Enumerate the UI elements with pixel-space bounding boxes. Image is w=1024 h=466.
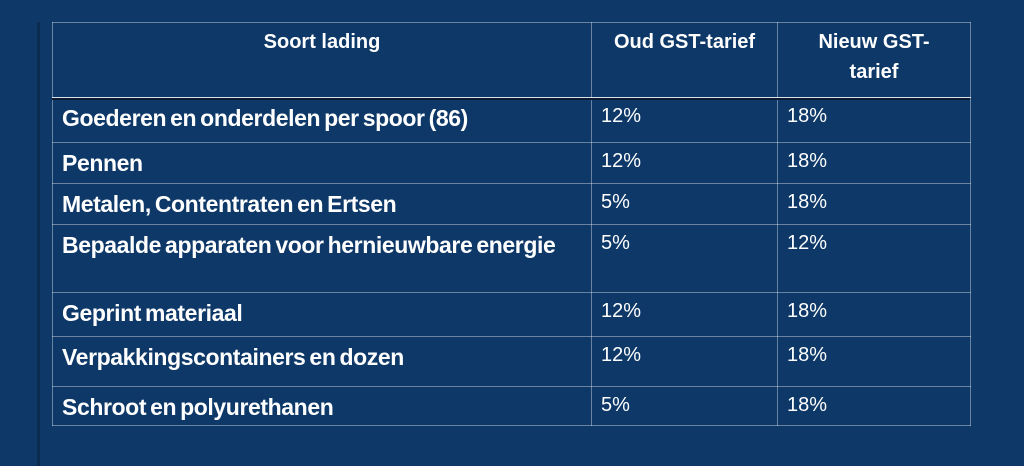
- cell-soort-lading: Bepaalde apparaten voor hernieuwbare ene…: [52, 224, 592, 293]
- category-label: Metalen, Contentraten en Ertsen: [62, 191, 397, 217]
- table-row: Bepaalde apparaten voor hernieuwbare ene…: [52, 224, 971, 293]
- category-label: Verpakkingscontainers en dozen: [62, 344, 404, 370]
- cell-oud-tarief: 12%: [591, 97, 778, 143]
- column-header-label: Nieuw GST-tarief: [818, 31, 930, 83]
- cell-soort-lading: Schroot en polyurethanen: [52, 386, 592, 426]
- cell-oud-tarief: 12%: [591, 336, 778, 387]
- gst-rates-table: Soort lading Oud GST-tarief Nieuw GST-ta…: [52, 22, 971, 426]
- cell-nieuw-tarief: 18%: [777, 97, 971, 143]
- cell-soort-lading: Metalen, Contentraten en Ertsen: [52, 183, 592, 225]
- left-accent-line: [37, 22, 40, 466]
- cell-soort-lading: Geprint materiaal: [52, 292, 592, 337]
- category-label: Schroot en polyurethanen: [62, 394, 334, 420]
- column-header-soort-lading: Soort lading: [52, 22, 592, 98]
- cell-oud-tarief: 12%: [591, 292, 778, 337]
- column-header-nieuw-gst-tarief: Nieuw GST-tarief: [777, 22, 971, 98]
- cell-nieuw-tarief: 18%: [777, 386, 971, 426]
- table-row: Pennen 12% 18%: [52, 142, 971, 184]
- cell-oud-tarief: 12%: [591, 142, 778, 184]
- table-row: Verpakkingscontainers en dozen 12% 18%: [52, 336, 971, 387]
- table-row: Schroot en polyurethanen 5% 18%: [52, 386, 971, 426]
- column-header-oud-gst-tarief: Oud GST-tarief: [591, 22, 778, 98]
- header-row: Soort lading Oud GST-tarief Nieuw GST-ta…: [52, 22, 971, 98]
- column-header-label: Oud GST-tarief: [613, 31, 756, 53]
- cell-oud-tarief: 5%: [591, 386, 778, 426]
- category-label: Pennen: [62, 150, 143, 176]
- cell-nieuw-tarief: 18%: [777, 336, 971, 387]
- gst-rates-table-container: Soort lading Oud GST-tarief Nieuw GST-ta…: [52, 22, 971, 426]
- category-label: Geprint materiaal: [62, 300, 243, 326]
- cell-soort-lading: Pennen: [52, 142, 592, 184]
- category-label: Bepaalde apparaten voor hernieuwbare ene…: [62, 232, 556, 258]
- column-header-label: Soort lading: [263, 31, 381, 53]
- category-label: Goederen en onderdelen per spoor (86): [62, 105, 468, 131]
- cell-nieuw-tarief: 18%: [777, 292, 971, 337]
- cell-nieuw-tarief: 18%: [777, 142, 971, 184]
- cell-oud-tarief: 5%: [591, 224, 778, 293]
- cell-soort-lading: Verpakkingscontainers en dozen: [52, 336, 592, 387]
- cell-soort-lading: Goederen en onderdelen per spoor (86): [52, 97, 592, 143]
- cell-nieuw-tarief: 18%: [777, 183, 971, 225]
- cell-nieuw-tarief: 12%: [777, 224, 971, 293]
- table-row: Goederen en onderdelen per spoor (86) 12…: [52, 97, 971, 143]
- cell-oud-tarief: 5%: [591, 183, 778, 225]
- table-row: Metalen, Contentraten en Ertsen 5% 18%: [52, 183, 971, 225]
- table-row: Geprint materiaal 12% 18%: [52, 292, 971, 337]
